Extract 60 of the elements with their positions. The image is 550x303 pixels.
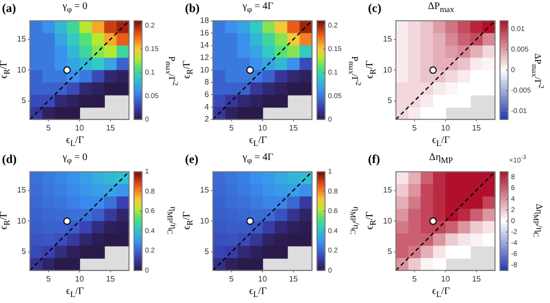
y-tick-label: 10: [200, 65, 210, 74]
text: (b): [185, 1, 200, 16]
x-tick-label: 10: [74, 274, 84, 284]
x-tick-label: 5: [229, 274, 234, 284]
x-axis-title: ϵ$_{L}$/Γ: [431, 286, 451, 299]
y-tick-label: 14: [200, 40, 210, 50]
x-tick-label: 15: [472, 274, 482, 284]
y-tick-label: 10: [16, 216, 26, 226]
y-tick-label: 15: [382, 34, 392, 44]
text: (c): [368, 1, 382, 16]
x-axis-title: ϵ$_{L}$/Γ: [248, 286, 268, 299]
y-tick-label: 5: [387, 96, 392, 106]
x-axis-title: ϵ$_{L}$/Γ: [65, 286, 85, 299]
y-tick-label: 5: [21, 247, 26, 256]
y-tick-label: 15: [16, 185, 26, 194]
y-tick-label: 4: [204, 102, 210, 112]
y-tick-label: 10: [382, 216, 392, 226]
y-tick-label: 5: [387, 247, 392, 256]
y-tick-label: 5: [21, 96, 26, 106]
y-tick-label: 8: [204, 78, 210, 87]
chart-title: γ$_{φ}$ = 4Γ: [242, 152, 274, 165]
text: (a): [2, 1, 16, 16]
x-tick-label: 5: [46, 123, 52, 132]
x-tick-label: 10: [440, 123, 450, 132]
x-tick-label: 15: [106, 274, 116, 284]
chart-title: ΔP$_{max}$: [426, 1, 456, 14]
x-tick-label: 10: [440, 274, 450, 284]
y-tick-label: 12: [200, 52, 210, 62]
chart-title: γ$_{φ}$ = 0: [62, 152, 88, 165]
x-axis-title: ϵ$_{L}$/Γ: [248, 135, 268, 148]
text: (f): [368, 152, 380, 167]
x-tick-label: 10: [74, 123, 84, 132]
y-tick-label: 15: [200, 185, 210, 194]
text: (e): [185, 152, 198, 167]
y-tick-label: 18: [200, 16, 210, 26]
x-tick-label: 10: [258, 274, 268, 284]
x-axis-title: ϵ$_{L}$/Γ: [431, 135, 451, 148]
y-tick-label: 10: [200, 216, 210, 226]
y-tick-label: 15: [382, 185, 392, 194]
x-tick-label: 5: [412, 123, 418, 132]
y-tick-label: 16: [200, 28, 210, 38]
x-tick-label: 15: [288, 274, 298, 284]
chart-title: γ$_{φ}$ = 0: [62, 1, 88, 14]
x-tick-label: 15: [288, 123, 298, 132]
text: (d): [2, 152, 17, 167]
x-tick-label: 5: [412, 274, 418, 284]
x-tick-label: 5: [46, 274, 52, 284]
y-tick-label: 15: [16, 34, 26, 44]
x-tick-label: 10: [258, 123, 268, 132]
y-tick-label: 2: [204, 114, 210, 124]
x-tick-label: 15: [472, 123, 482, 132]
x-axis-title: ϵ$_{L}$/Γ: [65, 135, 85, 148]
x-tick-label: 15: [106, 123, 116, 132]
chart-title: Δη$_{MP}$: [428, 152, 454, 165]
y-tick-label: 10: [16, 65, 26, 74]
y-tick-label: 10: [382, 65, 392, 74]
y-tick-label: 6: [204, 90, 210, 99]
chart-title: γ$_{φ}$ = 4Γ: [242, 1, 274, 14]
y-tick-label: 5: [204, 247, 210, 256]
x-tick-label: 5: [229, 123, 234, 132]
